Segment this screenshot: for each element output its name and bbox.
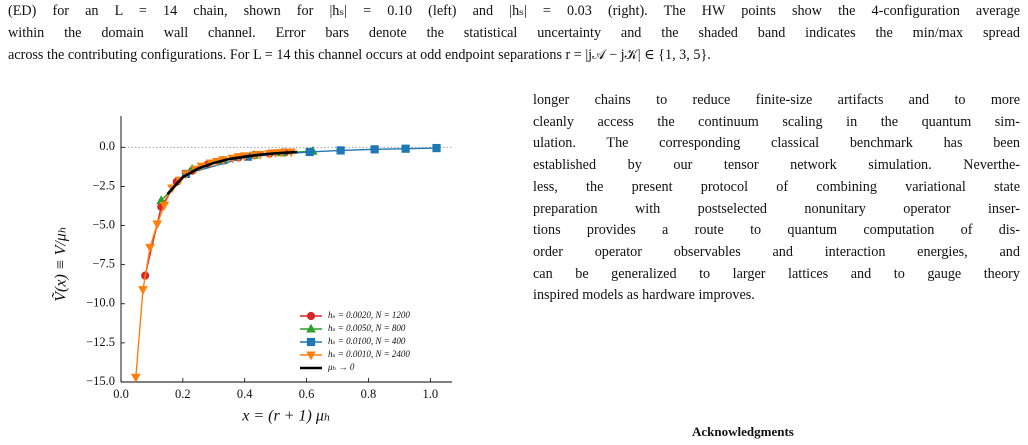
x-tick-label: 0.0 [113, 387, 129, 401]
x-axis-label: x = (r + 1) μₕ [241, 408, 331, 425]
legend-label: hₛ = 0.0010, N = 2400 [328, 349, 410, 359]
marker [159, 201, 170, 211]
text-line: inspired models as hardware improves. [533, 287, 755, 304]
y-tick-label: −15.0 [86, 374, 115, 388]
text-line: preparation with postselected nonunitary… [533, 200, 1020, 217]
y-tick-label: −12.5 [86, 335, 115, 349]
y-tick-label: −2.5 [92, 178, 115, 192]
legend-marker [306, 323, 316, 333]
legend-label: hₛ = 0.0050, N = 800 [328, 323, 406, 333]
text-line: order operator observables and interacti… [533, 243, 1020, 260]
x-tick-label: 0.2 [175, 387, 191, 401]
y-tick-label: −10.0 [86, 296, 115, 310]
text-line: (ED) for an L = 14 chain, shown for |hₛ|… [8, 3, 1020, 19]
x-tick-label: 1.0 [423, 387, 439, 401]
text-line: within the domain wall channel. Error ba… [8, 25, 1020, 41]
marker [401, 144, 410, 153]
marker [432, 143, 441, 153]
x-tick-label: 0.4 [237, 387, 253, 401]
section-heading: Acknowledgments [692, 424, 794, 439]
text-line: cleanly access the continuum scaling in … [533, 113, 1020, 130]
text-line: can be generalized to larger lattices an… [533, 265, 1020, 282]
text-line: across the contributing configurations. … [8, 47, 711, 63]
series-line [135, 151, 292, 378]
text-line: ulation. The corresponding classical ben… [533, 135, 1020, 152]
text-line: established by our tensor network simula… [533, 157, 1020, 174]
text-line: longer chains to reduce finite-size arti… [533, 92, 1020, 108]
legend-marker [306, 311, 316, 321]
marker [145, 243, 155, 253]
marker [138, 286, 148, 295]
y-tick-label: 0.0 [99, 139, 115, 153]
legend-label: hₛ = 0.0100, N = 400 [328, 336, 406, 346]
marker [152, 220, 163, 230]
legend-marker [306, 351, 316, 361]
series-line [166, 150, 298, 196]
legend-label: μₕ → 0 [327, 362, 355, 372]
marker [305, 147, 314, 157]
y-tick-label: −5.0 [92, 217, 115, 231]
chart: −15.0 −12.5 −10.0 −7.5 −5.0 −2.5 0.0 0.0 0.2 0.4 0… [51, 116, 452, 425]
x-tick-label: 0.8 [361, 387, 377, 401]
marker [130, 373, 141, 383]
x-tick-label: 0.6 [299, 387, 315, 401]
marker [370, 145, 379, 154]
text-line: less, the present protocol of combining … [533, 178, 1020, 195]
text-line: tions provides a route to quantum comput… [533, 222, 1020, 239]
y-axis-label: Ṽ(x) ≡ V/μₕ [51, 226, 70, 302]
marker [336, 146, 345, 155]
legend-marker [306, 337, 316, 347]
y-tick-label: −7.5 [92, 257, 115, 271]
legend-label: hₛ = 0.0020, N = 1200 [328, 310, 410, 320]
series-line [144, 151, 286, 276]
